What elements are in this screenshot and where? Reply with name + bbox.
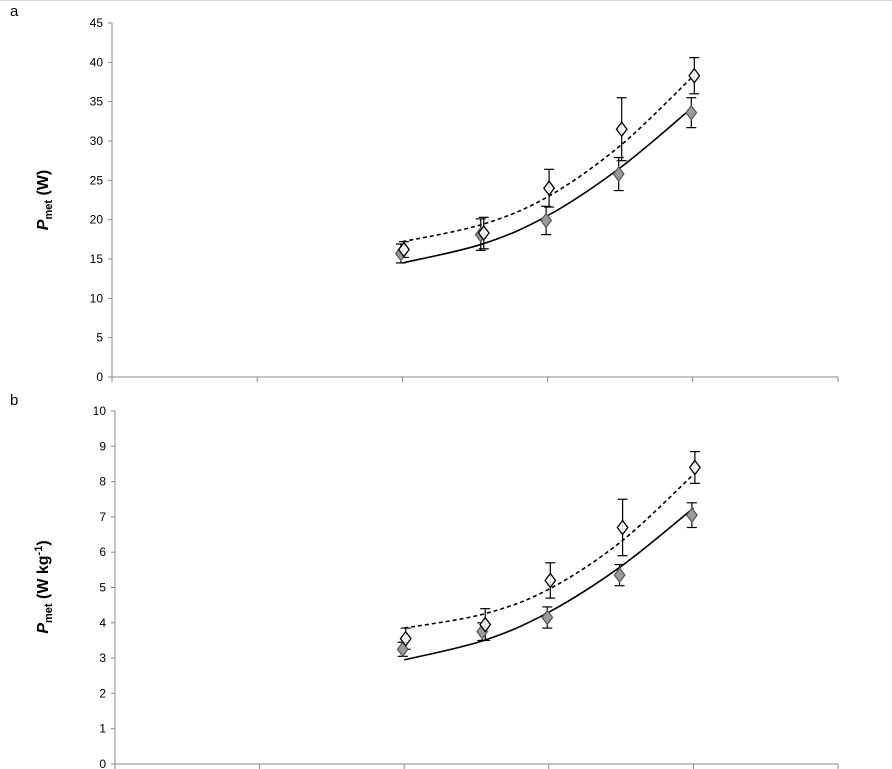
y-tick-label: 4	[99, 616, 106, 630]
y-tick-label: 5	[99, 581, 106, 595]
y-tick-label: 45	[90, 16, 104, 30]
data-point-filled	[540, 212, 553, 229]
data-point-open	[615, 121, 628, 138]
data-point-open	[544, 572, 557, 589]
y-tick-label: 3	[99, 651, 106, 665]
fit-curve-dashed	[404, 473, 694, 629]
y-tick-label: 6	[99, 545, 106, 559]
panel-b: b 0 1 2 3 4 5 6 7 8 9 10 Pmet (W kg-1)	[10, 392, 839, 769]
y-tick-label: 30	[90, 134, 104, 148]
panel-label: b	[10, 392, 18, 409]
y-tick-label: 35	[90, 95, 104, 109]
y-tick-label: 9	[99, 439, 106, 453]
y-tick-label: 7	[99, 510, 106, 524]
y-tick-label: 0	[96, 370, 103, 384]
y-tick-label: 2	[99, 686, 106, 700]
y-tick-label: 8	[99, 475, 106, 489]
y-tick-label: 40	[90, 55, 104, 69]
y-tick-label: 15	[90, 252, 104, 266]
data-point-open	[477, 224, 490, 242]
y-tick-label: 25	[90, 173, 104, 187]
panel-label: a	[10, 3, 19, 20]
y-tick-label: 0	[99, 757, 106, 769]
data-point-open	[479, 616, 492, 633]
y-tick-label: 20	[90, 213, 104, 227]
y-tick-label: 10	[90, 291, 104, 305]
data-point-filled	[613, 567, 626, 584]
y-tick-label: 10	[93, 404, 107, 418]
data-point-filled	[541, 609, 554, 626]
data-point-filled	[685, 104, 698, 121]
data-point-open	[397, 241, 410, 258]
y-axis-label: Pmet (W)	[35, 170, 55, 230]
panel-a: a 0 5 10 15 20 25 30 35 40 45 Pmet (W)	[10, 3, 839, 384]
fit-curve-dashed	[402, 75, 694, 243]
data-point-filled	[685, 507, 698, 524]
y-axis-label: Pmet (W kg-1)	[33, 540, 55, 633]
data-point-open	[616, 519, 629, 536]
data-point-open	[543, 180, 556, 197]
data-point-open	[688, 459, 701, 476]
y-tick-label: 5	[96, 331, 103, 345]
data-point-open	[688, 67, 701, 84]
data-point-filled	[612, 166, 625, 183]
data-point-open	[399, 630, 412, 647]
top-border	[0, 0, 892, 1]
y-tick-label: 1	[99, 722, 106, 736]
